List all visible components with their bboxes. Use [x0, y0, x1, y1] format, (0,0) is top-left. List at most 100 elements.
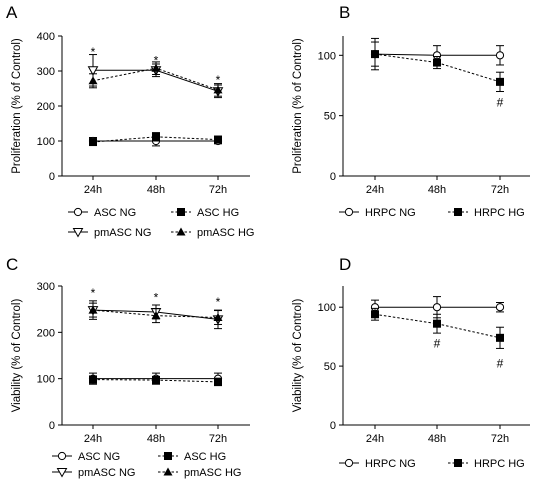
y-tick-label: 50 [324, 361, 336, 373]
legend-marker [56, 468, 68, 478]
significance-mark: # [497, 95, 504, 109]
y-tick-label: 300 [37, 281, 55, 293]
panel-letter: A [6, 3, 18, 22]
legend: HRPC NG HRPC HG [339, 207, 525, 219]
data-point [214, 135, 222, 144]
data-point [151, 63, 161, 72]
data-point [495, 51, 505, 60]
legend-label: ASC NG [78, 451, 120, 463]
x-tick-label: 24h [366, 433, 384, 445]
significance-mark: * [154, 291, 159, 305]
data-point [88, 305, 98, 314]
data-point [88, 76, 98, 85]
y-tick-label: 200 [37, 327, 55, 339]
legend-marker [164, 452, 172, 460]
legend-label: HRPC HG [474, 458, 525, 470]
legend-item: HRPC HG [448, 207, 525, 219]
legend-label: pmASC HG [197, 227, 254, 239]
y-tick-label: 0 [330, 171, 336, 183]
legend-item: ASC HG [171, 207, 239, 219]
panel-letter: B [339, 3, 350, 22]
y-tick-label: 400 [37, 31, 55, 43]
legend-item: HRPC HG [448, 458, 525, 470]
x-tick-label: 72h [209, 184, 227, 196]
y-axis-label: Proliferation (% of Control) [11, 38, 23, 174]
data-point [496, 77, 504, 86]
legend-item: pmASC NG [68, 227, 151, 239]
y-tick-label: 100 [37, 136, 55, 148]
chart-panel-b: B 0 50 100 24h 48h 72h Proliferation (% of Cont… [292, 3, 530, 219]
chart-panel-c: C 0 100 200 300 24h 48h 72h Viability (% of Cont… [6, 255, 250, 479]
y-axis-label: Viability (% of Control) [292, 299, 304, 413]
x-tick-label: 48h [428, 433, 446, 445]
legend-marker [73, 207, 83, 217]
y-axis-label: Proliferation (% of Control) [292, 38, 304, 174]
legend-item: ASC HG [158, 451, 226, 463]
data-point [371, 50, 379, 59]
y-tick-label: 0 [49, 420, 55, 432]
data-point [151, 311, 161, 320]
legend-item: pmASC HG [171, 227, 254, 239]
legend-marker [72, 228, 84, 238]
legend-marker [57, 451, 67, 461]
data-point [89, 375, 97, 384]
significance-mark: * [91, 45, 96, 59]
panel-letter: C [6, 255, 18, 274]
y-tick-label: 0 [49, 171, 55, 183]
chart-panel-a: A 0 100 200 300 400 24h 48h 72h Proliferation (% … [6, 3, 254, 239]
legend-marker [176, 227, 186, 236]
chart-panel-d: D 0 50 100 24h 48h 72h Viability (% of Control)… [292, 255, 530, 470]
series-pmasc-hg [88, 300, 223, 325]
legend-marker [454, 208, 462, 216]
legend-label: HRPC NG [365, 207, 416, 219]
y-axis-label: Viability (% of Control) [11, 299, 23, 413]
legend-label: HRPC NG [365, 458, 416, 470]
legend-marker [454, 459, 462, 467]
legend-item: pmASC NG [52, 467, 135, 479]
y-tick-label: 100 [318, 50, 336, 62]
series-hrpc-hg [371, 41, 504, 93]
panel-letter: D [339, 255, 351, 274]
data-point [371, 310, 379, 319]
legend: HRPC NG HRPC HG [339, 458, 525, 470]
significance-mark: * [91, 286, 96, 300]
data-point [433, 58, 441, 67]
y-tick-label: 300 [37, 66, 55, 78]
x-tick-label: 24h [84, 433, 102, 445]
x-tick-label: 72h [491, 184, 509, 196]
y-tick-label: 100 [318, 302, 336, 314]
data-point [89, 138, 97, 147]
x-tick-label: 72h [209, 433, 227, 445]
data-point [213, 85, 223, 94]
legend-marker [163, 467, 173, 476]
x-tick-label: 48h [147, 184, 165, 196]
series-asc-hg [89, 132, 222, 147]
y-tick-label: 100 [37, 374, 55, 386]
legend-item: ASC NG [52, 451, 120, 463]
data-point [496, 333, 504, 342]
series-hrpc-hg [371, 307, 504, 349]
x-tick-label: 48h [428, 184, 446, 196]
legend-label: ASC HG [197, 207, 239, 219]
significance-mark: * [154, 54, 159, 68]
series-asc-hg [89, 375, 222, 387]
y-tick-label: 200 [37, 101, 55, 113]
x-tick-label: 24h [366, 184, 384, 196]
legend-label: pmASC NG [94, 227, 151, 239]
legend-label: ASC NG [94, 207, 136, 219]
legend-item: HRPC NG [339, 458, 416, 470]
y-tick-label: 0 [330, 420, 336, 432]
significance-mark: # [434, 337, 441, 351]
legend-label: pmASC NG [78, 467, 135, 479]
legend-marker [344, 207, 354, 217]
legend-marker [177, 208, 185, 216]
significance-mark: # [497, 357, 504, 371]
data-point [152, 132, 160, 141]
data-point [87, 66, 99, 76]
legend: ASC NG ASC HG pmASC NG pmASC HG [52, 451, 241, 479]
data-point [495, 303, 505, 312]
significance-mark: * [216, 295, 221, 309]
legend-item: ASC NG [68, 207, 136, 219]
data-point [152, 376, 160, 385]
